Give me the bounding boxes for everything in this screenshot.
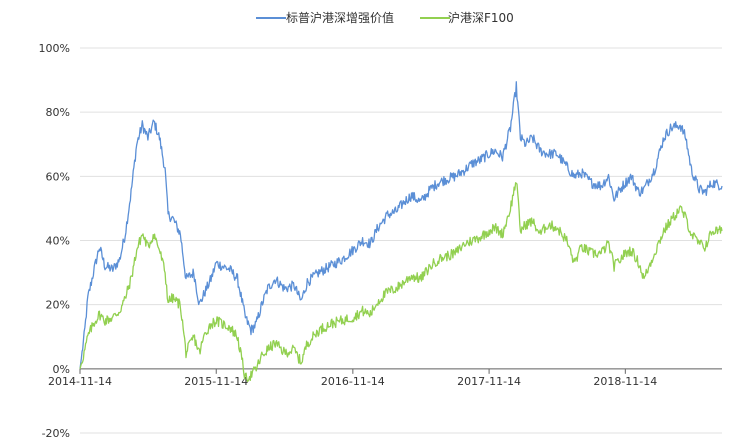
y-tick-label: 80% <box>46 106 70 119</box>
axes: -20% 0% 20% 40% 60% 80% 100% 2014-11-14 2015-11-… <box>39 42 722 440</box>
y-tick-label: 100% <box>39 42 70 55</box>
legend-label: 标普沪港深增强价值 <box>286 10 394 25</box>
legend-item[interactable]: 沪港深F100 <box>420 11 514 25</box>
legend-label: 沪港深F100 <box>448 11 514 25</box>
x-tick-label: 2014-11-14 <box>48 375 112 388</box>
series-line-1 <box>79 81 723 369</box>
x-tick-label: 2016-11-14 <box>321 375 385 388</box>
series-line-2 <box>79 182 723 383</box>
legend-item[interactable]: 标普沪港深增强价值 <box>256 10 394 25</box>
y-tick-label: 60% <box>46 170 70 183</box>
y-tick-label: 0% <box>53 363 70 376</box>
y-tick-label: 40% <box>46 235 70 248</box>
series-lines <box>79 81 723 383</box>
x-tick-label: 2015-11-14 <box>184 375 248 388</box>
x-tick-label: 2018-11-14 <box>593 375 657 388</box>
y-tick-label: 20% <box>46 299 70 312</box>
legend[interactable]: 标普沪港深增强价值 沪港深F100 <box>256 10 514 25</box>
y-tick-label: -20% <box>42 427 70 440</box>
x-tick-label: 2017-11-14 <box>457 375 521 388</box>
